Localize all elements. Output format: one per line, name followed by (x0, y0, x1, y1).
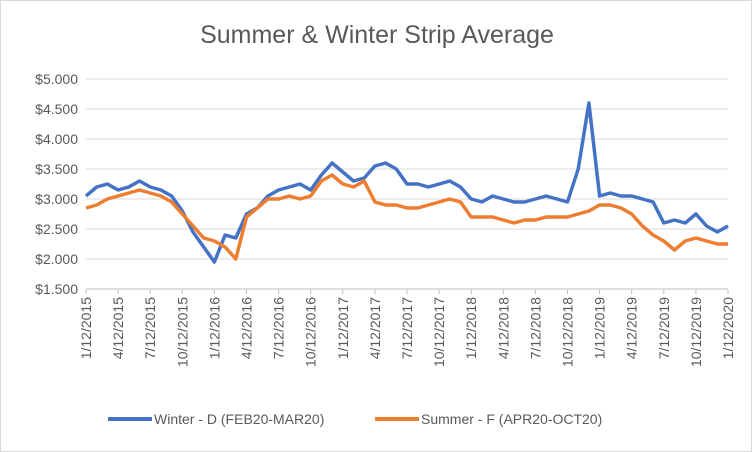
y-tick-label: $4.500 (35, 101, 78, 117)
y-tick-label: $3.000 (35, 191, 78, 207)
x-tick-label: 4/12/2018 (495, 297, 511, 359)
y-tick-label: $2.000 (35, 251, 78, 267)
x-tick-label: 10/12/2019 (688, 297, 704, 367)
x-tick-label: 10/12/2017 (431, 297, 447, 367)
legend-winter-label: Winter - D (FEB20-MAR20) (154, 411, 324, 427)
chart-title: Summer & Winter Strip Average (200, 21, 554, 49)
x-tick-label: 1/12/2020 (720, 297, 736, 359)
x-tick-label: 7/12/2017 (399, 297, 415, 359)
x-tick-label: 1/12/2015 (78, 297, 94, 359)
x-tick-label: 7/12/2016 (271, 297, 287, 359)
x-tick-label: 1/12/2018 (463, 297, 479, 359)
x-tick-label: 7/12/2015 (142, 297, 158, 359)
legend-summer-label: Summer - F (APR20-OCT20) (421, 411, 602, 427)
x-tick-label: 10/12/2018 (560, 297, 576, 367)
x-tick-label: 1/12/2017 (335, 297, 351, 359)
summer-series-line (85, 173, 728, 261)
x-tick-label: 10/12/2016 (303, 297, 319, 367)
x-tick-label: 4/12/2016 (239, 297, 255, 359)
x-tick-label: 1/12/2019 (592, 297, 608, 359)
x-tick-label: 1/12/2016 (206, 297, 222, 359)
x-tick-label: 4/12/2015 (110, 297, 126, 359)
y-tick-label: $1.500 (35, 281, 78, 297)
x-tick-label: 7/12/2018 (527, 297, 543, 359)
x-tick-label: 4/12/2019 (624, 297, 640, 359)
x-tick-label: 7/12/2019 (656, 297, 672, 359)
y-tick-label: $4.000 (35, 131, 78, 147)
y-tick-label: $5.000 (35, 71, 78, 87)
y-tick-label: $2.500 (35, 221, 78, 237)
y-tick-label: $3.500 (35, 161, 78, 177)
x-tick-label: 4/12/2017 (367, 297, 383, 359)
x-tick-label: 10/12/2015 (174, 297, 190, 367)
winter-series-line (84, 101, 729, 264)
